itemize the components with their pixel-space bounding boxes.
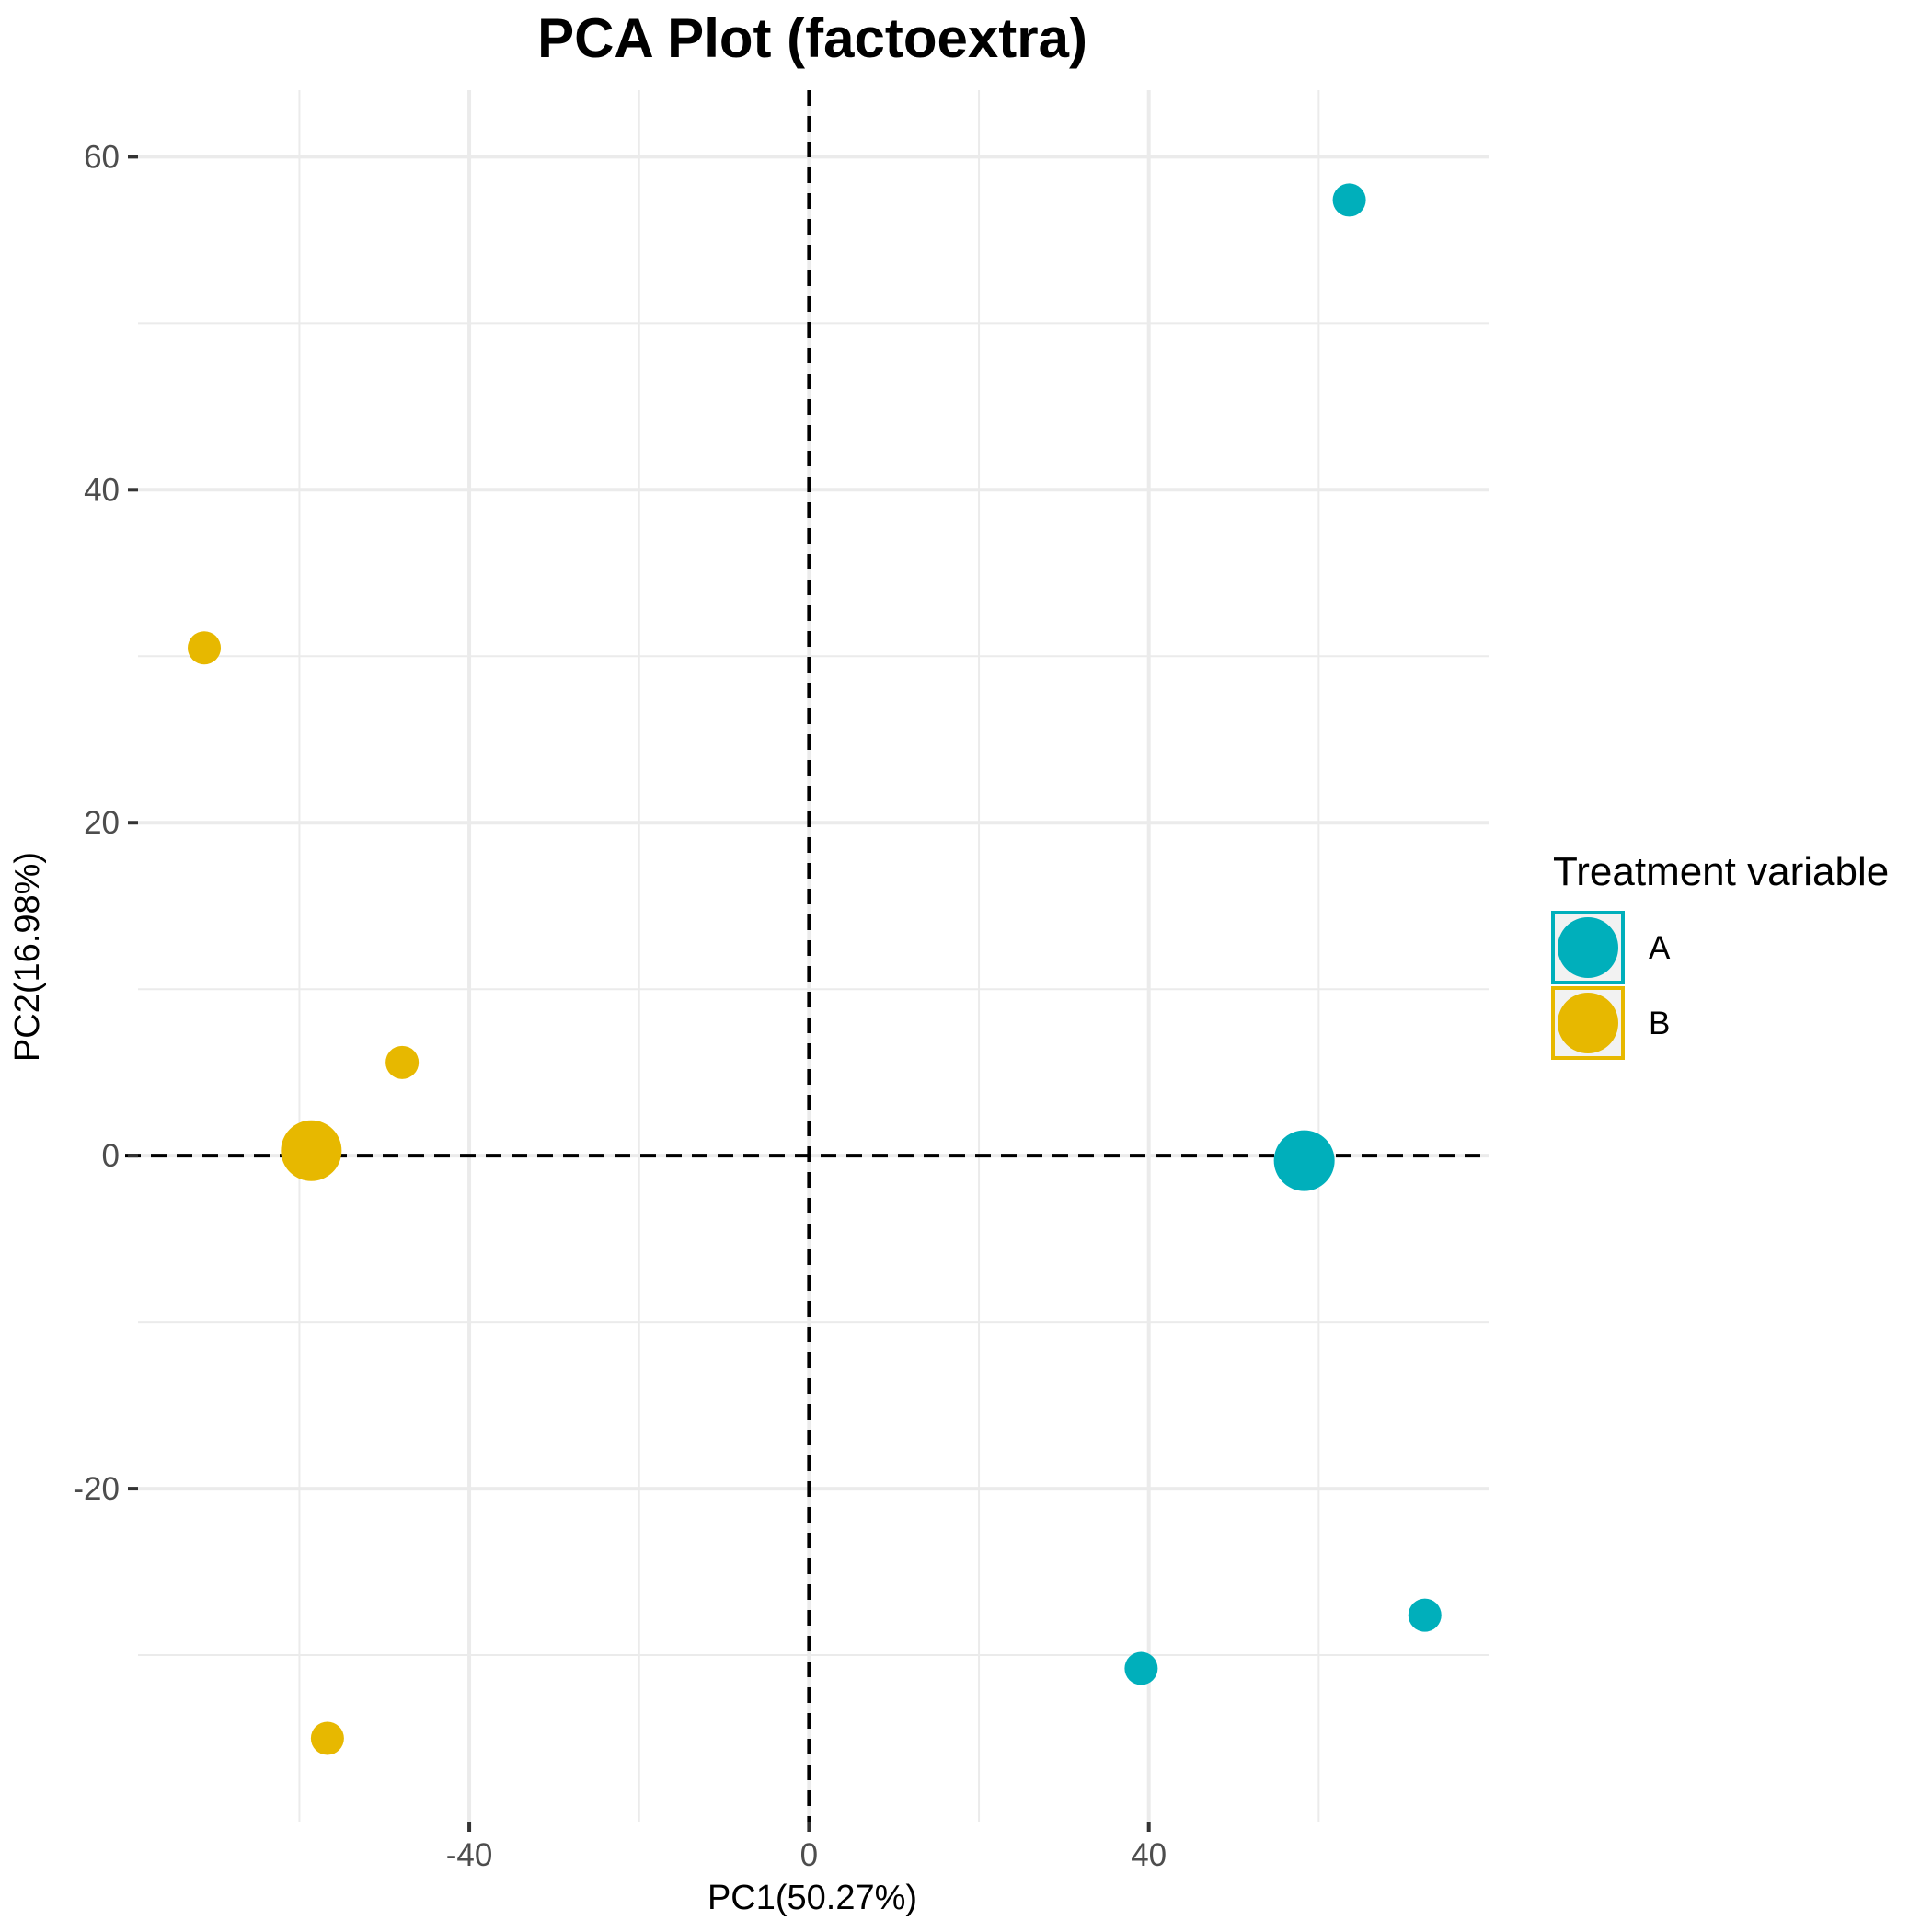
legend: Treatment variable AB: [1551, 849, 1889, 1060]
centroid-a: [1273, 1130, 1335, 1191]
data-point-a: [1408, 1598, 1442, 1632]
x-tick-label: 0: [800, 1837, 818, 1873]
x-axis: -40 0 40: [446, 1822, 1167, 1873]
y-axis: -20 0 20 40 60: [73, 139, 138, 1507]
minor-grid: [138, 90, 1489, 1822]
legend-swatch-a: [1558, 917, 1618, 978]
legend-label-b: B: [1649, 1006, 1670, 1041]
x-axis-title: PC1(50.27%): [707, 1879, 917, 1917]
y-tick-label: 0: [102, 1138, 120, 1174]
y-tick-label: 60: [84, 139, 120, 175]
data-point-a: [1332, 183, 1366, 217]
legend-label-a: A: [1649, 930, 1671, 966]
x-tick-label: -40: [446, 1837, 493, 1873]
data-point-b: [188, 631, 222, 665]
data-point-b: [385, 1045, 420, 1079]
x-tick-label: 40: [1131, 1837, 1167, 1873]
chart-title: PCA Plot (factoextra): [537, 7, 1087, 69]
legend-swatch-b: [1558, 993, 1618, 1053]
data-point-a: [1124, 1651, 1158, 1685]
legend-items: AB: [1551, 911, 1671, 1060]
centroid-b: [281, 1120, 342, 1181]
legend-title: Treatment variable: [1553, 849, 1889, 894]
y-tick-label: -20: [73, 1471, 120, 1507]
data-points: [188, 183, 1442, 1755]
y-axis-title: PC2(16.98%): [8, 852, 47, 1062]
major-grid: [138, 90, 1489, 1822]
y-tick-label: 20: [84, 805, 120, 841]
data-point-b: [310, 1721, 344, 1755]
reference-lines: [125, 90, 1489, 1822]
y-tick-label: 40: [84, 472, 120, 508]
